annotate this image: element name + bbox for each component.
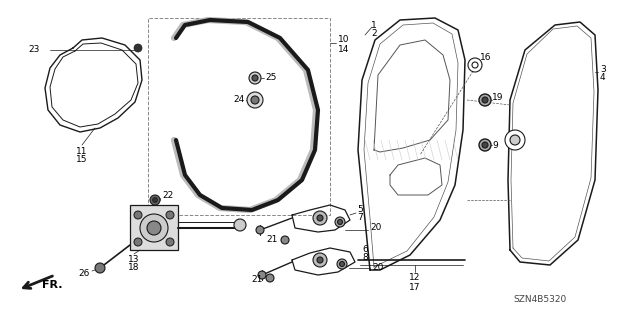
Circle shape — [134, 211, 142, 219]
Text: 15: 15 — [76, 155, 88, 165]
Text: 13: 13 — [128, 256, 140, 264]
Circle shape — [482, 97, 488, 103]
Circle shape — [166, 238, 174, 246]
Circle shape — [313, 211, 327, 225]
Text: 21: 21 — [267, 235, 278, 244]
Text: 24: 24 — [234, 95, 245, 105]
Circle shape — [339, 262, 344, 266]
Circle shape — [256, 226, 264, 234]
Text: 6: 6 — [362, 246, 368, 255]
Circle shape — [472, 62, 478, 68]
Text: FR.: FR. — [42, 280, 63, 290]
Circle shape — [150, 195, 160, 205]
Text: 11: 11 — [76, 147, 88, 157]
Text: SZN4B5320: SZN4B5320 — [513, 295, 566, 305]
Circle shape — [317, 257, 323, 263]
Circle shape — [152, 197, 157, 203]
Text: 20: 20 — [372, 263, 383, 272]
Circle shape — [251, 96, 259, 104]
Circle shape — [479, 94, 491, 106]
Circle shape — [510, 135, 520, 145]
Circle shape — [266, 274, 274, 282]
Circle shape — [281, 236, 289, 244]
Text: 14: 14 — [338, 46, 349, 55]
Text: 8: 8 — [362, 254, 368, 263]
Circle shape — [479, 139, 491, 151]
Text: 18: 18 — [128, 263, 140, 272]
Text: 3: 3 — [600, 65, 605, 75]
Text: 21: 21 — [252, 276, 263, 285]
Circle shape — [252, 75, 258, 81]
Text: 26: 26 — [79, 269, 90, 278]
Circle shape — [468, 58, 482, 72]
Text: 1: 1 — [371, 20, 377, 29]
Text: 17: 17 — [409, 283, 420, 292]
Circle shape — [249, 72, 261, 84]
Text: 16: 16 — [480, 54, 492, 63]
Text: 5: 5 — [357, 205, 363, 214]
Text: 22: 22 — [162, 191, 173, 201]
Text: 9: 9 — [492, 140, 498, 150]
Circle shape — [337, 219, 342, 225]
Text: 20: 20 — [370, 224, 381, 233]
Text: 10: 10 — [338, 35, 349, 44]
Circle shape — [247, 92, 263, 108]
Circle shape — [335, 217, 345, 227]
Bar — [130, 205, 178, 250]
Circle shape — [134, 44, 142, 52]
Text: 12: 12 — [410, 273, 420, 283]
Circle shape — [482, 142, 488, 148]
Text: 7: 7 — [357, 213, 363, 222]
Circle shape — [258, 271, 266, 279]
Circle shape — [505, 130, 525, 150]
Circle shape — [337, 259, 347, 269]
Circle shape — [317, 215, 323, 221]
Circle shape — [234, 219, 246, 231]
Circle shape — [166, 211, 174, 219]
Text: 4: 4 — [600, 73, 605, 83]
Circle shape — [95, 263, 105, 273]
Bar — [148, 18, 330, 215]
Circle shape — [147, 221, 161, 235]
Text: 25: 25 — [265, 73, 276, 83]
Circle shape — [134, 238, 142, 246]
Circle shape — [313, 253, 327, 267]
Circle shape — [140, 214, 168, 242]
Text: 2: 2 — [371, 28, 377, 38]
Text: 19: 19 — [492, 93, 504, 102]
Text: 23: 23 — [28, 46, 40, 55]
